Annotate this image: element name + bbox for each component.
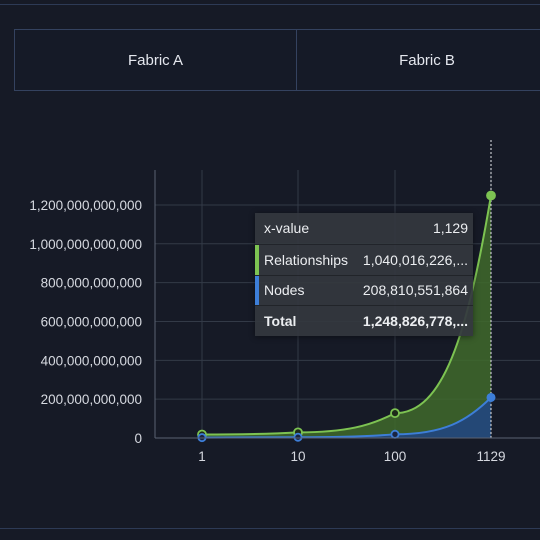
y-tick-label: 600,000,000,000 <box>41 314 142 329</box>
tab-fabric-b[interactable]: Fabric B <box>297 29 540 91</box>
tooltip-nodes-value: 208,810,551,864 <box>362 282 468 299</box>
y-tick-label: 1,000,000,000,000 <box>29 237 142 252</box>
tooltip-header-row: x-value 1,129 <box>255 213 473 244</box>
fabric-tabs: Fabric A Fabric B <box>14 29 540 91</box>
nodes-point <box>486 392 496 402</box>
tab-fabric-a[interactable]: Fabric A <box>14 29 297 91</box>
tooltip-relationships-value: 1,040,016,226,... <box>362 251 468 268</box>
x-tick-label: 1129 <box>476 449 505 464</box>
tooltip-total-value: 1,248,826,778,... <box>362 313 468 330</box>
tooltip-relationships-label: Relationships <box>264 251 349 268</box>
tooltip-relationships-row: Relationships 1,040,016,226,... <box>255 243 473 275</box>
chart-tooltip: x-value 1,129 Relationships 1,040,016,22… <box>255 213 473 336</box>
y-tick-label: 200,000,000,000 <box>41 392 142 407</box>
x-tick-label: 100 <box>384 449 407 464</box>
nodes-swatch <box>255 275 259 306</box>
bottom-divider <box>0 528 540 529</box>
relationships-point <box>390 408 400 419</box>
tab-fabric-a-label: Fabric A <box>127 51 184 69</box>
relationships-area <box>202 195 491 438</box>
tooltip-nodes-row: Nodes 208,810,551,864 <box>255 274 473 306</box>
top-divider <box>0 4 540 5</box>
tooltip-x-label: x-value <box>264 220 310 237</box>
y-tick-label: 1,200,000,000,000 <box>29 198 142 213</box>
nodes-point <box>390 429 400 439</box>
tooltip-total-label: Total <box>264 313 297 330</box>
y-tick-label: 400,000,000,000 <box>41 353 142 368</box>
nodes-point <box>293 432 303 442</box>
tooltip-total-row: Total 1,248,826,778,... <box>255 305 473 336</box>
tooltip-nodes-label: Nodes <box>264 282 305 299</box>
x-tick-label: 1 <box>198 449 206 464</box>
y-tick-label: 800,000,000,000 <box>41 276 142 291</box>
tab-fabric-b-label: Fabric B <box>399 51 455 69</box>
relationships-point <box>486 190 496 201</box>
tooltip-x-value: 1,129 <box>432 220 468 237</box>
y-tick-label: 0 <box>134 431 142 446</box>
nodes-area <box>202 397 491 438</box>
x-tick-label: 10 <box>290 449 305 464</box>
relationships-swatch <box>255 244 259 275</box>
